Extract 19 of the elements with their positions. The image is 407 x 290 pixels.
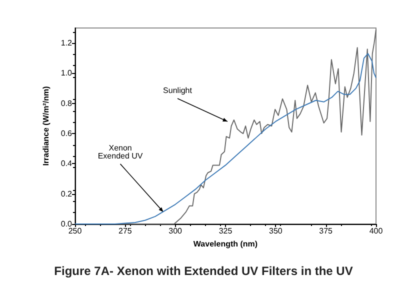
x-tick-label: 275: [118, 226, 132, 236]
annotation: Xenon Exended UV: [98, 143, 144, 160]
y-tick-label: 0.2: [60, 189, 73, 198]
y-tick-label: 0.8: [60, 98, 73, 108]
x-tick-label: 350: [268, 226, 283, 236]
x-axis-title: Wavelength (nm): [193, 239, 258, 248]
x-tick-label: 325: [218, 226, 233, 236]
y-tick-label: 1.0: [60, 68, 73, 78]
x-tick-label: 375: [319, 226, 334, 236]
y-tick-label: 0.6: [60, 129, 73, 138]
y-axis-title: Irradiance (W/m²/nm): [41, 86, 50, 166]
x-tick-label: 300: [168, 226, 183, 236]
y-tick-label: 0.0: [60, 220, 73, 228]
annotation: Sunlight: [163, 86, 193, 95]
x-tick-label: 400: [369, 226, 384, 236]
x-tick-label: 250: [68, 226, 82, 236]
text: Figure 7A- Xenon with Extended UV Filters in the UV: [54, 264, 353, 278]
y-tick-label: 0.4: [60, 159, 73, 168]
y-tick-label: 1.2: [60, 38, 73, 48]
